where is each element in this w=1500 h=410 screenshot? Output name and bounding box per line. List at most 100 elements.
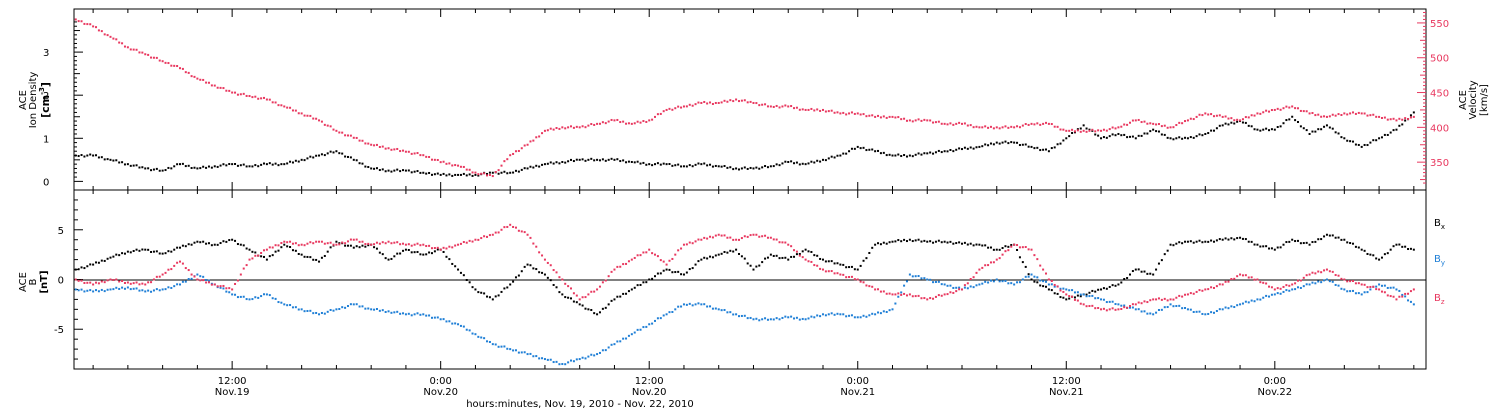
bz-point [567, 285, 570, 288]
bz-point [1233, 277, 1236, 280]
by-point [839, 313, 842, 316]
velocity-point [1308, 112, 1311, 115]
by-point [1363, 291, 1366, 294]
bx-point [1383, 253, 1386, 256]
bz-point [1039, 264, 1042, 267]
velocity-point [370, 143, 373, 146]
bx-point [1314, 240, 1317, 243]
velocity-point [879, 116, 882, 119]
density-point [1018, 144, 1021, 147]
bz-point [1212, 286, 1215, 289]
bx-point [842, 263, 845, 266]
by-point [1320, 281, 1323, 284]
bx-point [1120, 281, 1123, 284]
density-point [176, 163, 179, 166]
bx-point [934, 240, 937, 243]
bz-point [1363, 283, 1366, 286]
velocity-point [1010, 125, 1013, 128]
density-point [1401, 123, 1404, 126]
bx-point [457, 268, 460, 271]
by-point [445, 320, 448, 323]
bz-point [1131, 303, 1134, 306]
density-point [439, 173, 442, 176]
velocity-point [934, 121, 937, 124]
velocity-point [158, 59, 161, 62]
bz-point [1091, 304, 1094, 307]
bz-point [121, 279, 124, 282]
density-point [827, 157, 830, 160]
by-point [318, 313, 321, 316]
x-tick-time: 0:00 [429, 376, 451, 387]
by-point [271, 297, 274, 300]
bz-point [1221, 283, 1224, 286]
density-point [433, 173, 436, 176]
density-point [346, 155, 349, 158]
velocity-point [483, 172, 486, 175]
velocity-point [462, 165, 465, 168]
bz-point [1218, 283, 1221, 286]
density-point [1102, 136, 1105, 139]
bz-point [697, 238, 700, 241]
bz-point [1169, 298, 1172, 301]
velocity-point [207, 81, 210, 84]
by-point [341, 306, 344, 309]
bx-point [346, 244, 349, 247]
velocity-point [390, 148, 393, 151]
density-point [274, 162, 277, 165]
velocity-point [202, 78, 205, 81]
by-point [1360, 293, 1363, 296]
density-point [703, 162, 706, 165]
bx-point [613, 298, 616, 301]
by-point [625, 337, 628, 340]
density-point [335, 150, 338, 153]
bx-point [781, 256, 784, 259]
bz-point [332, 243, 335, 246]
density-point [697, 162, 700, 165]
bz-point [1059, 289, 1062, 292]
bx-point [1169, 243, 1172, 246]
density-point [535, 164, 538, 167]
density-point [989, 142, 992, 145]
bz-point [749, 234, 752, 237]
velocity-point [651, 118, 654, 121]
density-point [352, 158, 355, 161]
bz-point [877, 288, 880, 291]
by-point [132, 287, 135, 290]
density-point [1392, 129, 1395, 132]
by-point [352, 303, 355, 306]
velocity-point [150, 56, 153, 59]
density-point [147, 167, 150, 170]
bz-point [1325, 268, 1328, 271]
by-point [291, 306, 294, 309]
density-point [193, 166, 196, 169]
velocity-point [1253, 114, 1256, 117]
velocity-point [697, 101, 700, 104]
density-point [688, 164, 691, 167]
velocity-point [1320, 115, 1323, 118]
by-point [80, 288, 83, 291]
bz-point [1395, 298, 1398, 301]
density-point [236, 164, 239, 167]
by-point [1296, 286, 1299, 289]
bx-point [700, 258, 703, 261]
velocity-tick-label: 400 [1430, 123, 1449, 134]
bx-point [1157, 262, 1160, 265]
density-point [1279, 125, 1282, 128]
bx-point [992, 248, 995, 251]
bx-point [1042, 285, 1045, 288]
bx-point [387, 258, 390, 261]
bz-point [888, 292, 891, 295]
bz-point [793, 249, 796, 252]
density-point [187, 164, 190, 167]
by-point [1204, 313, 1207, 316]
by-point [474, 333, 477, 336]
density-point [746, 167, 749, 170]
by-point [874, 313, 877, 316]
density-point [833, 156, 836, 159]
velocity-point [819, 109, 822, 112]
density-point [958, 147, 961, 150]
bx-point [1178, 241, 1181, 244]
bx-point [709, 255, 712, 258]
bz-point [932, 297, 935, 300]
velocity-point [1325, 115, 1328, 118]
